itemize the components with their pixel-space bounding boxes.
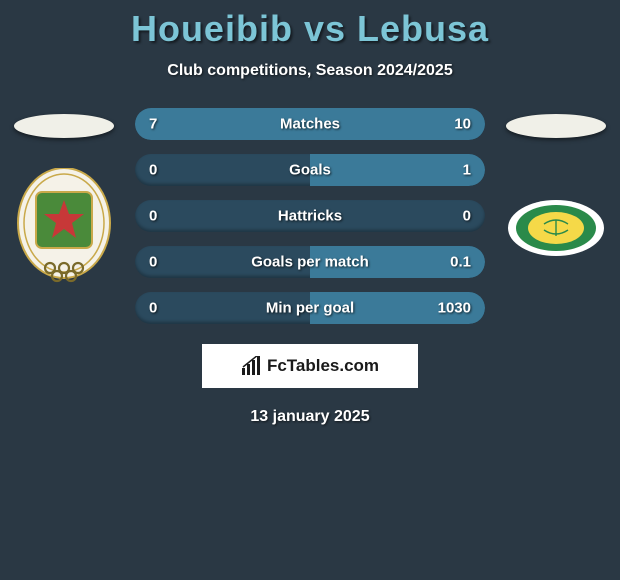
stat-label: Goals per match xyxy=(251,254,369,271)
stats-column: 7Matches100Goals10Hattricks00Goals per m… xyxy=(135,108,485,324)
right-team-crest xyxy=(506,198,606,258)
page-title: Houeibib vs Lebusa xyxy=(0,8,620,50)
comparison-area: 7Matches100Goals10Hattricks00Goals per m… xyxy=(0,108,620,324)
stat-value-right: 0 xyxy=(463,208,471,225)
stat-value-right: 10 xyxy=(454,116,471,133)
stat-value-right: 1030 xyxy=(438,300,471,317)
stat-value-left: 7 xyxy=(149,116,157,133)
stat-fill-right xyxy=(310,154,485,186)
stat-label: Goals xyxy=(289,162,331,179)
stat-bar: 0 Hattricks 0 xyxy=(135,200,485,232)
left-team-crest xyxy=(14,168,114,298)
stat-bar: 0 Min per goal 1030 xyxy=(135,292,485,324)
stat-value-left: 0 xyxy=(149,208,157,225)
stat-value-right: 0.1 xyxy=(450,254,471,271)
stat-value-right: 1 xyxy=(463,162,471,179)
stat-label: Matches xyxy=(280,116,340,133)
stat-bar: 7 Matches 10 xyxy=(135,108,485,140)
stat-label: Hattricks xyxy=(278,208,342,225)
stat-label: Min per goal xyxy=(266,300,354,317)
stat-bar: 0 Goals 1 xyxy=(135,154,485,186)
stat-value-left: 0 xyxy=(149,254,157,271)
right-flag-ellipse xyxy=(506,114,606,138)
bar-chart-icon xyxy=(241,356,263,376)
stat-value-left: 0 xyxy=(149,300,157,317)
page-subtitle: Club competitions, Season 2024/2025 xyxy=(0,62,620,80)
date-label: 13 january 2025 xyxy=(0,408,620,426)
left-team-column xyxy=(9,108,119,298)
left-flag-ellipse xyxy=(14,114,114,138)
stat-bar: 0 Goals per match 0.1 xyxy=(135,246,485,278)
brand-badge[interactable]: FcTables.com xyxy=(202,344,418,388)
right-team-column xyxy=(501,108,611,258)
brand-text: FcTables.com xyxy=(267,356,379,376)
stat-value-left: 0 xyxy=(149,162,157,179)
